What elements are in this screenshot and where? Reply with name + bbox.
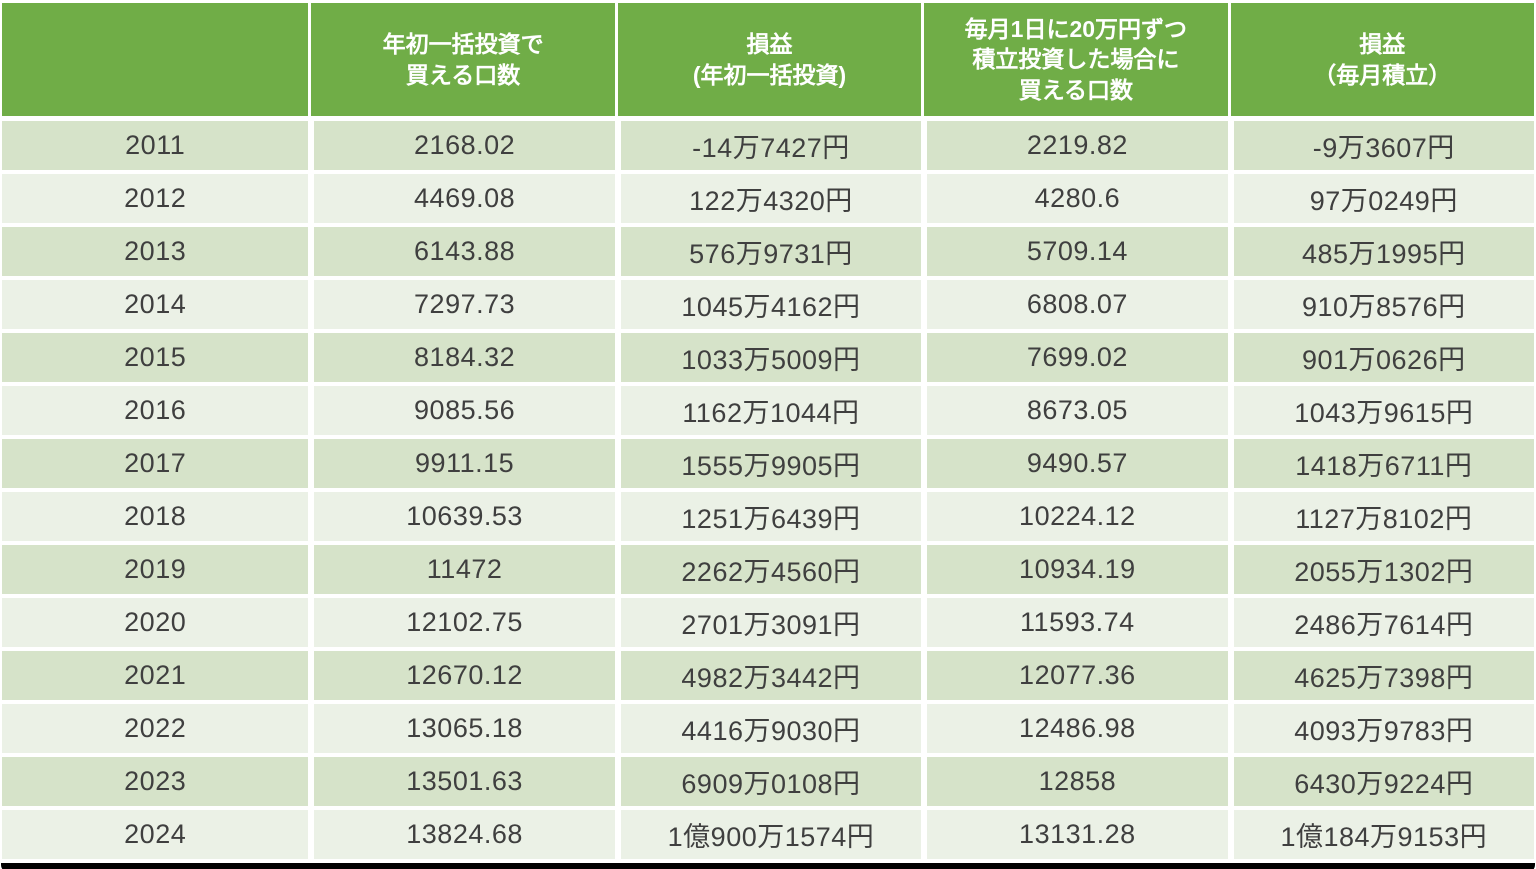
- header-monthly-profit: 損益 （毎月積立）: [1227, 3, 1534, 121]
- lump-units-cell: 2168.02: [308, 121, 615, 174]
- table-row: 2015 8184.32 1033万5009円 7699.02 901万0626…: [2, 333, 1534, 386]
- monthly-units-cell: 2219.82: [921, 121, 1228, 174]
- monthly-units-cell: 6808.07: [921, 280, 1228, 333]
- lump-units-cell: 13501.63: [308, 757, 615, 810]
- monthly-units-cell: 7699.02: [921, 333, 1228, 386]
- monthly-units-cell: 13131.28: [921, 810, 1228, 863]
- lump-units-cell: 4469.08: [308, 174, 615, 227]
- lump-units-cell: 6143.88: [308, 227, 615, 280]
- lump-pl-cell: 4982万3442円: [614, 651, 922, 704]
- year-cell: 2021: [2, 651, 309, 704]
- lump-units-cell: 12670.12: [308, 651, 615, 704]
- lump-units-cell: 8184.32: [308, 333, 615, 386]
- monthly-pl-cell: 1億184万9153円: [1227, 810, 1534, 863]
- monthly-pl-cell: 1418万6711円: [1227, 439, 1534, 492]
- lump-pl-cell: 4416万9030円: [614, 704, 922, 757]
- table-row: 2017 9911.15 1555万9905円 9490.57 1418万671…: [2, 439, 1534, 492]
- lump-pl-cell: 1033万5009円: [614, 333, 922, 386]
- monthly-units-cell: 8673.05: [921, 386, 1228, 439]
- monthly-units-cell: 4280.6: [921, 174, 1228, 227]
- table-header: 年初一括投資で 買える口数 損益 (年初一括投資) 毎月1日に20万円ずつ 積立…: [2, 3, 1534, 121]
- monthly-units-cell: 5709.14: [921, 227, 1228, 280]
- monthly-pl-cell: 4625万7398円: [1227, 651, 1534, 704]
- table-row: 2013 6143.88 576万9731円 5709.14 485万1995円: [2, 227, 1534, 280]
- lump-units-cell: 10639.53: [308, 492, 615, 545]
- lump-pl-cell: 1億900万1574円: [614, 810, 922, 863]
- table-row: 2023 13501.63 6909万0108円 12858 6430万9224…: [2, 757, 1534, 810]
- year-cell: 2017: [2, 439, 309, 492]
- table-row: 2024 13824.68 1億900万1574円 13131.28 1億184…: [2, 810, 1534, 863]
- lump-units-cell: 9085.56: [308, 386, 615, 439]
- lump-units-cell: 11472: [308, 545, 615, 598]
- monthly-pl-cell: 1127万8102円: [1227, 492, 1534, 545]
- monthly-units-cell: 9490.57: [921, 439, 1228, 492]
- monthly-units-cell: 12077.36: [921, 651, 1228, 704]
- lump-pl-cell: 2262万4560円: [614, 545, 922, 598]
- monthly-pl-cell: 2486万7614円: [1227, 598, 1534, 651]
- year-cell: 2022: [2, 704, 309, 757]
- year-cell: 2011: [2, 121, 309, 174]
- header-lump-sum-profit: 損益 (年初一括投資): [614, 3, 922, 121]
- year-cell: 2012: [2, 174, 309, 227]
- table-row: 2011 2168.02 -14万7427円 2219.82 -9万3607円: [2, 121, 1534, 174]
- monthly-pl-cell: 4093万9783円: [1227, 704, 1534, 757]
- table-row: 2014 7297.73 1045万4162円 6808.07 910万8576…: [2, 280, 1534, 333]
- lump-units-cell: 12102.75: [308, 598, 615, 651]
- year-cell: 2016: [2, 386, 309, 439]
- monthly-pl-cell: -9万3607円: [1227, 121, 1534, 174]
- lump-pl-cell: 2701万3091円: [614, 598, 922, 651]
- lump-units-cell: 13065.18: [308, 704, 615, 757]
- year-cell: 2020: [2, 598, 309, 651]
- table-row: 2022 13065.18 4416万9030円 12486.98 4093万9…: [2, 704, 1534, 757]
- year-cell: 2015: [2, 333, 309, 386]
- monthly-pl-cell: 2055万1302円: [1227, 545, 1534, 598]
- lump-pl-cell: -14万7427円: [614, 121, 922, 174]
- monthly-pl-cell: 910万8576円: [1227, 280, 1534, 333]
- table-row: 2020 12102.75 2701万3091円 11593.74 2486万7…: [2, 598, 1534, 651]
- monthly-units-cell: 10934.19: [921, 545, 1228, 598]
- header-lump-sum-units: 年初一括投資で 買える口数: [308, 3, 615, 121]
- lump-units-cell: 13824.68: [308, 810, 615, 863]
- investment-comparison-table: 年初一括投資で 買える口数 損益 (年初一括投資) 毎月1日に20万円ずつ 積立…: [2, 3, 1534, 863]
- monthly-units-cell: 12486.98: [921, 704, 1228, 757]
- lump-pl-cell: 122万4320円: [614, 174, 922, 227]
- table-row: 2018 10639.53 1251万6439円 10224.12 1127万8…: [2, 492, 1534, 545]
- header-year-blank: [2, 3, 309, 121]
- lump-pl-cell: 1162万1044円: [614, 386, 922, 439]
- table-row: 2016 9085.56 1162万1044円 8673.05 1043万961…: [2, 386, 1534, 439]
- monthly-pl-cell: 1043万9615円: [1227, 386, 1534, 439]
- lump-pl-cell: 1251万6439円: [614, 492, 922, 545]
- table-bottom-border: [1, 863, 1535, 869]
- table-row: 2019 11472 2262万4560円 10934.19 2055万1302…: [2, 545, 1534, 598]
- year-cell: 2019: [2, 545, 309, 598]
- header-monthly-units: 毎月1日に20万円ずつ 積立投資した場合に 買える口数: [921, 3, 1228, 121]
- lump-pl-cell: 1555万9905円: [614, 439, 922, 492]
- monthly-units-cell: 10224.12: [921, 492, 1228, 545]
- lump-pl-cell: 6909万0108円: [614, 757, 922, 810]
- year-cell: 2018: [2, 492, 309, 545]
- table-body: 2011 2168.02 -14万7427円 2219.82 -9万3607円 …: [2, 121, 1534, 863]
- monthly-pl-cell: 901万0626円: [1227, 333, 1534, 386]
- monthly-units-cell: 11593.74: [921, 598, 1228, 651]
- lump-pl-cell: 576万9731円: [614, 227, 922, 280]
- lump-pl-cell: 1045万4162円: [614, 280, 922, 333]
- year-cell: 2014: [2, 280, 309, 333]
- lump-units-cell: 9911.15: [308, 439, 615, 492]
- lump-units-cell: 7297.73: [308, 280, 615, 333]
- table-row: 2012 4469.08 122万4320円 4280.6 97万0249円: [2, 174, 1534, 227]
- year-cell: 2024: [2, 810, 309, 863]
- monthly-pl-cell: 485万1995円: [1227, 227, 1534, 280]
- monthly-units-cell: 12858: [921, 757, 1228, 810]
- year-cell: 2023: [2, 757, 309, 810]
- monthly-pl-cell: 97万0249円: [1227, 174, 1534, 227]
- table-row: 2021 12670.12 4982万3442円 12077.36 4625万7…: [2, 651, 1534, 704]
- monthly-pl-cell: 6430万9224円: [1227, 757, 1534, 810]
- year-cell: 2013: [2, 227, 309, 280]
- header-row: 年初一括投資で 買える口数 損益 (年初一括投資) 毎月1日に20万円ずつ 積立…: [2, 3, 1534, 121]
